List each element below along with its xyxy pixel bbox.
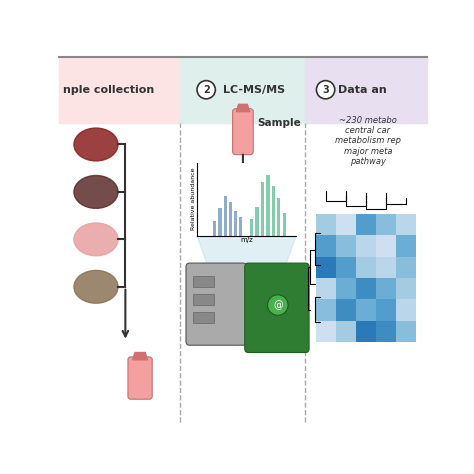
Bar [59,57,181,123]
Circle shape [197,81,215,99]
Bar [193,276,213,287]
Bar [193,294,213,305]
Text: 2: 2 [203,85,210,95]
Polygon shape [197,236,296,267]
Bar [193,312,213,323]
Text: nple collection: nple collection [63,85,154,95]
Circle shape [317,81,335,99]
Ellipse shape [74,223,118,256]
Ellipse shape [74,128,118,161]
Text: Sample: Sample [258,118,301,128]
Bar [181,57,305,123]
Polygon shape [133,353,147,360]
FancyBboxPatch shape [245,263,309,353]
Text: ~230 metabo
central car
metabolism rep
major meta
pathway: ~230 metabo central car metabolism rep m… [335,116,401,166]
FancyBboxPatch shape [186,263,246,345]
Text: LC-MS/MS: LC-MS/MS [223,85,285,95]
Polygon shape [237,104,249,112]
Text: @: @ [273,300,283,310]
FancyBboxPatch shape [128,357,152,399]
Text: Data an: Data an [338,85,387,95]
Ellipse shape [74,270,118,303]
FancyBboxPatch shape [233,109,253,155]
Text: 3: 3 [322,85,329,95]
Circle shape [267,295,288,315]
Bar [305,57,427,123]
Ellipse shape [74,175,118,209]
